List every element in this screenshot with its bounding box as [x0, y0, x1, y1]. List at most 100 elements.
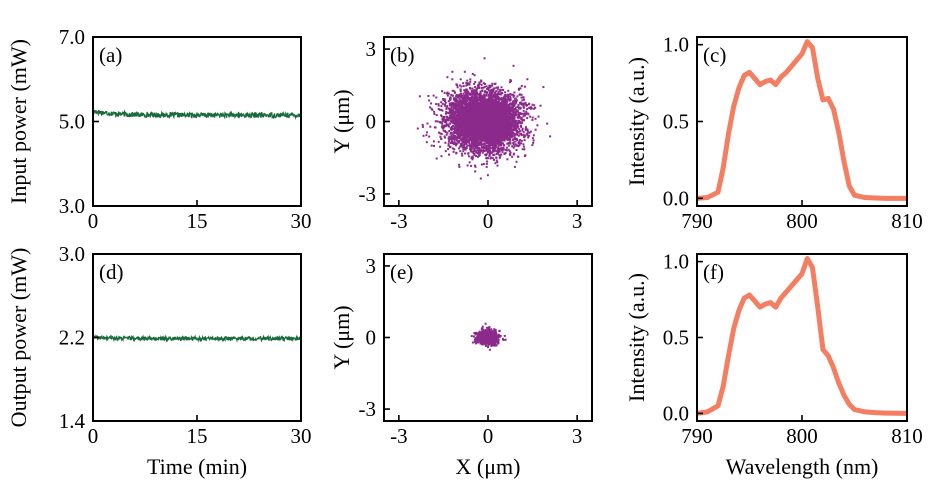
scatter-point [478, 154, 481, 157]
scatter-point [505, 103, 508, 106]
scatter-point [494, 102, 497, 105]
scatter-point [466, 164, 469, 167]
scatter-point [478, 143, 481, 146]
scatter-point [517, 116, 520, 119]
scatter-point [517, 106, 520, 109]
scatter-point [462, 148, 465, 150]
scatter-point [509, 92, 512, 95]
scatter-point [511, 122, 514, 125]
scatter-point [493, 158, 495, 161]
scatter-point [452, 150, 455, 153]
scatter-point [442, 117, 445, 120]
scatter-point [487, 112, 490, 115]
scatter-point [497, 125, 499, 128]
scatter-point [491, 127, 494, 130]
scatter-point [483, 57, 486, 60]
scatter-point [469, 116, 472, 119]
scatter-point [496, 164, 499, 167]
scatter-point [506, 133, 509, 136]
scatter-point [456, 108, 459, 110]
scatter-point [479, 116, 482, 119]
scatter-point [438, 131, 440, 134]
scatter-point [516, 155, 519, 158]
scatter-point [457, 111, 460, 114]
scatter-point [477, 139, 480, 142]
scatter-point [469, 132, 472, 135]
scatter-point [460, 119, 463, 122]
scatter-point [486, 118, 489, 121]
scatter-point [439, 145, 442, 148]
scatter-point [516, 133, 519, 136]
scatter-point [428, 99, 431, 102]
scatter-point [488, 151, 491, 154]
scatter-point [456, 134, 459, 137]
y-tick-label: 7.0 [59, 25, 85, 49]
scatter-point [504, 114, 506, 117]
scatter-point [482, 125, 485, 128]
scatter-point [500, 86, 503, 89]
scatter-point [500, 146, 503, 149]
scatter-point [534, 117, 537, 120]
scatter-point [467, 134, 470, 137]
scatter-point [510, 128, 513, 130]
scatter-point [446, 76, 449, 79]
scatter-point [489, 128, 491, 131]
scatter-point [491, 130, 494, 133]
scatter-point [499, 136, 502, 139]
scatter-point [433, 110, 436, 113]
scatter-point [472, 134, 475, 136]
scatter-point [454, 98, 457, 101]
scatter-point [520, 134, 523, 137]
scatter-point [482, 86, 485, 89]
scatter-point [441, 117, 444, 120]
scatter-point [508, 103, 511, 106]
scatter-point [470, 150, 473, 153]
scatter-point [497, 141, 499, 144]
scatter-point [509, 139, 512, 142]
scatter-point [476, 131, 479, 134]
scatter-point [481, 139, 484, 142]
scatter-point [521, 112, 524, 115]
scatter-point [509, 114, 512, 117]
scatter-point [453, 141, 456, 144]
scatter-point [474, 116, 476, 119]
scatter-point [441, 102, 444, 105]
scatter-point [501, 97, 504, 100]
scatter-point [481, 107, 484, 110]
scatter-point [501, 139, 504, 142]
scatter-point [443, 98, 446, 101]
scatter-point [459, 90, 462, 93]
scatter-point [490, 142, 493, 145]
scatter-point [491, 103, 494, 106]
scatter-point [469, 138, 472, 141]
scatter-point [448, 122, 451, 125]
scatter-point [459, 124, 462, 127]
scatter-point [446, 105, 449, 108]
scatter-point [480, 86, 483, 89]
scatter-point [451, 142, 454, 144]
scatter-point [508, 99, 511, 102]
scatter-point [496, 131, 499, 134]
scatter-point [485, 93, 488, 96]
scatter-point [522, 133, 525, 136]
scatter-point [492, 90, 495, 93]
scatter-point [435, 96, 438, 99]
scatter-point [474, 127, 477, 130]
scatter-point [470, 103, 473, 106]
scatter-point [492, 150, 495, 153]
scatter-point [524, 103, 527, 106]
scatter-point [466, 100, 468, 102]
scatter-point [498, 132, 501, 135]
scatter-point [459, 103, 462, 106]
scatter-point [509, 79, 512, 81]
scatter-point [448, 130, 451, 132]
scatter-point [464, 118, 467, 121]
scatter-point [458, 119, 460, 122]
scatter-point [502, 125, 505, 128]
scatter-point [452, 117, 454, 119]
scatter-point [466, 79, 469, 82]
scatter-point [516, 144, 519, 147]
scatter-point [517, 131, 520, 134]
scatter-point [474, 170, 477, 173]
scatter-point [439, 121, 442, 124]
